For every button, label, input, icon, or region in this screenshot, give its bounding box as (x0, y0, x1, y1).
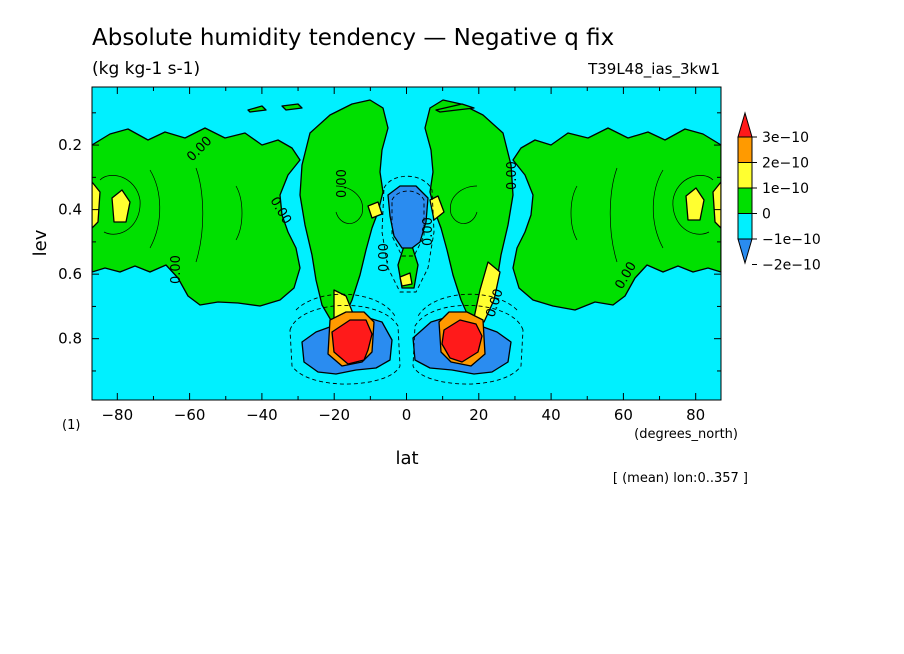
yellow-patch-nh-edge (712, 181, 721, 229)
green-region-nh (512, 127, 721, 311)
x-axis: −80 −60 −40 −20 0 20 40 60 80 (101, 87, 705, 424)
red-maximum-nh (441, 319, 483, 363)
y-tick-label: 0.4 (58, 201, 82, 219)
positive-contour-sh-2 (149, 169, 161, 249)
colorbar-extend-bottom (737, 238, 753, 265)
colorbar-label: 2e−10 (762, 156, 809, 172)
contour-label: 0.00 (335, 169, 350, 198)
yellow-patch-eq (399, 272, 413, 287)
colorbar: 3e−10 2e−10 1e−10 0 −1e−10 −2e−10 (737, 111, 821, 274)
contour-label: 0.00 (505, 161, 520, 190)
positive-contour-sh-plume (335, 185, 363, 224)
experiment-label: T39L48_ias_3kw1 (587, 60, 720, 79)
blue-equatorial-upper (387, 185, 429, 249)
x-tick-label: 60 (614, 406, 633, 424)
red-maximum-sh (331, 319, 373, 365)
chart-units: (kg kg-1 s-1) (92, 59, 200, 79)
colorbar-label: 1e−10 (762, 181, 809, 197)
y-axis: 0.2 0.4 0.6 0.8 (58, 112, 721, 372)
colorbar-swatch (737, 213, 753, 240)
y-tick-label: 0.2 (58, 136, 82, 154)
x-units-label: (degrees_north) (634, 427, 738, 442)
green-region-sh (92, 127, 301, 307)
yellow-streak-nh (473, 261, 501, 323)
positive-contour-nh-4 (570, 185, 578, 241)
negative-contour-nh-outer (416, 293, 518, 319)
negative-contour-sh-outer (295, 293, 397, 319)
x-tick-label: 0 (402, 406, 412, 424)
plot-area: 0.00 0.00 0.00 0.00 0.00 0.00 0.00 0.00 … (91, 86, 722, 401)
x-axis-label: lat (395, 448, 418, 469)
averaging-note: [ (mean) lon:0..357 ] (613, 471, 748, 486)
colorbar-label: 3e−10 (762, 130, 809, 146)
x-tick-label: −40 (246, 406, 278, 424)
colorbar-label: −1e−10 (762, 232, 821, 248)
contour-label: 0.00 (169, 255, 184, 284)
y-tick-label: 0.6 (58, 265, 82, 283)
positive-contour-sh-3 (195, 167, 204, 263)
green-upper-streak-sh (247, 105, 267, 113)
x-tick-label: −80 (101, 406, 133, 424)
green-upper-streak-nh (435, 103, 475, 113)
positive-contour-sh-4 (235, 185, 243, 241)
colorbar-label: 0 (762, 207, 771, 223)
y-axis-label: lev (30, 229, 51, 256)
y-tick-label: 0.8 (58, 330, 82, 348)
x-tick-label: 80 (686, 406, 705, 424)
yellow-patch-nh-80 (685, 187, 705, 221)
colorbar-swatch (737, 136, 753, 163)
positive-contour-nh-2 (652, 169, 664, 249)
negative-contour-equatorial-1 (381, 175, 435, 293)
x-tick-label: 20 (469, 406, 488, 424)
colorbar-swatch (737, 162, 753, 189)
green-upper-streak-mid (281, 103, 303, 111)
green-plume-sh (299, 99, 389, 323)
colorbar-extend-top (737, 111, 753, 138)
yellow-patch-sh-edge (92, 181, 101, 229)
x-tick-label: 40 (542, 406, 561, 424)
contour-label: 0.00 (377, 243, 392, 272)
positive-contour-sh-1 (99, 175, 141, 235)
contour-label: 0.00 (421, 217, 436, 246)
colorbar-label: −2e−10 (762, 258, 821, 274)
x-tick-label: −60 (174, 406, 206, 424)
chart-title: Absolute humidity tendency — Negative q … (92, 25, 614, 51)
yellow-patch-sh-60 (111, 189, 131, 223)
yellow-patch-sh-upper (367, 201, 383, 219)
x-tick-label: −20 (318, 406, 350, 424)
negative-contour-equatorial-2 (391, 190, 425, 257)
positive-contour-nh-1 (672, 175, 714, 235)
negative-contour-sh-lower (289, 304, 401, 385)
y-units-label: (1) (62, 418, 80, 433)
colorbar-swatch (737, 187, 753, 214)
positive-contour-nh-3 (609, 167, 618, 263)
negative-contour-nh-lower (412, 304, 524, 385)
positive-contour-nh-plume (450, 185, 478, 224)
